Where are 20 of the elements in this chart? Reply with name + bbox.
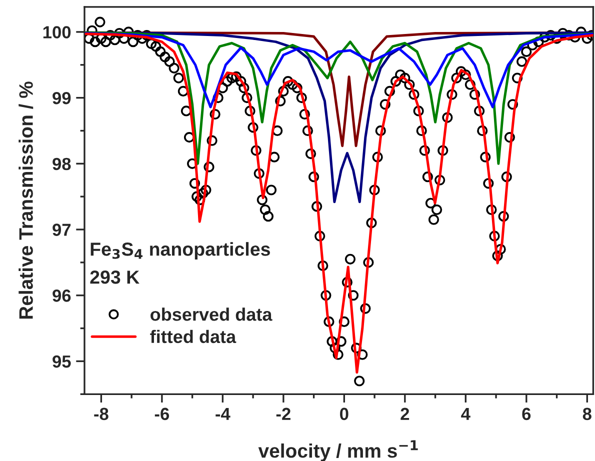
x-tick-label: 0 — [340, 408, 348, 420]
y-tick-label: 97 — [52, 224, 71, 236]
y-axis-title: Relative Transmission / % — [18, 82, 34, 319]
x-tick-label: -4 — [216, 408, 230, 420]
x-tick-label: -8 — [94, 408, 108, 420]
y-tick-label: 96 — [52, 290, 71, 302]
x-tick-label: 8 — [582, 408, 592, 420]
y-tick-label: 95 — [52, 355, 71, 368]
legend-label: observed data — [150, 308, 272, 321]
x-tick-label: 6 — [522, 408, 531, 420]
x-tick-label: -6 — [154, 408, 170, 420]
y-tick-label: 100 — [43, 26, 71, 38]
x-tick-label: -2 — [276, 408, 290, 420]
annotation: 293 K — [90, 270, 140, 284]
annotation: Fe$_{3}$S$_{4}$ nanoparticles — [90, 242, 270, 260]
x-tick-label: 4 — [461, 408, 470, 420]
legend-label: fitted data — [150, 330, 236, 344]
y-tick-label: 98 — [52, 158, 71, 170]
y-tick-label: 99 — [52, 92, 71, 104]
x-tick-label: 2 — [400, 408, 410, 420]
